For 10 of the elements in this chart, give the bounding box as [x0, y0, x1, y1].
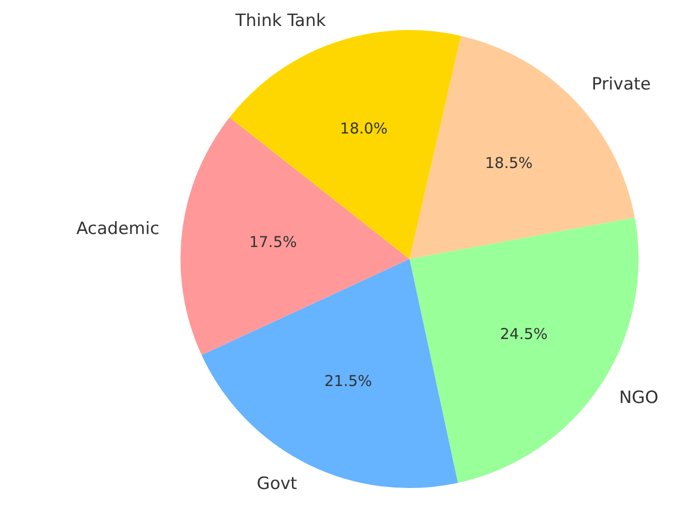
- slice-label: Academic: [76, 219, 160, 240]
- data-label: 18.0%: [340, 119, 388, 138]
- data-label: 18.5%: [485, 154, 533, 172]
- slice-label: Govt: [256, 474, 298, 494]
- slice-label: NGO: [619, 388, 658, 408]
- data-label: 24.5%: [500, 325, 548, 344]
- data-label: 17.5%: [249, 232, 297, 251]
- slice-label: Private: [592, 74, 651, 94]
- data-label: 21.5%: [324, 372, 372, 390]
- slice-label: Think Tank: [234, 10, 326, 31]
